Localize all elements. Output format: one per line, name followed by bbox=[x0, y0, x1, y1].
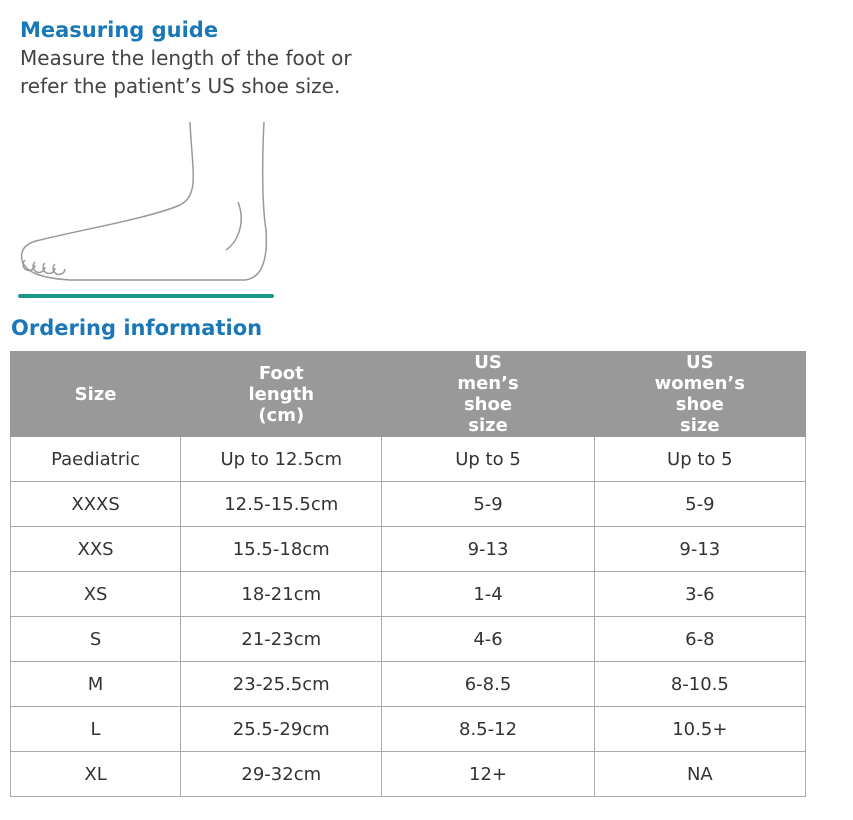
table-cell: Up to 5 bbox=[593, 436, 807, 482]
table-cell: 9-13 bbox=[381, 526, 595, 572]
header-cell: US women’s shoe size bbox=[593, 351, 807, 437]
table-row: XXS 15.5-18cm 9-13 9-13 bbox=[9, 526, 807, 572]
guide-line: Measure the length of the foot or bbox=[20, 46, 352, 70]
table-cell: XS bbox=[9, 571, 182, 617]
table-cell: 15.5-18cm bbox=[180, 526, 383, 572]
table-cell: 6-8 bbox=[593, 616, 807, 662]
table-cell: 12+ bbox=[381, 751, 595, 797]
table-cell: 25.5-29cm bbox=[180, 706, 383, 752]
size-table: Size Foot length (cm) US men’s shoe size US… bbox=[9, 351, 807, 797]
table-cell: Paediatric bbox=[9, 436, 182, 482]
table-cell: Up to 5 bbox=[381, 436, 595, 482]
table-row: XL 29-32cm 12+ NA bbox=[9, 751, 807, 797]
table-cell: 29-32cm bbox=[180, 751, 383, 797]
table-cell: XXXS bbox=[9, 481, 182, 527]
header-cell: Size bbox=[9, 351, 182, 437]
header-cell: Foot length (cm) bbox=[180, 351, 383, 437]
table-cell: 5-9 bbox=[381, 481, 595, 527]
table-cell: S bbox=[9, 616, 182, 662]
table-cell: 23-25.5cm bbox=[180, 661, 383, 707]
table-cell: 6-8.5 bbox=[381, 661, 595, 707]
table-cell: Up to 12.5cm bbox=[180, 436, 383, 482]
table-cell: M bbox=[9, 661, 182, 707]
table-cell: 8-10.5 bbox=[593, 661, 807, 707]
table-cell: 18-21cm bbox=[180, 571, 383, 617]
table-cell: 3-6 bbox=[593, 571, 807, 617]
table-row: M 23-25.5cm 6-8.5 8-10.5 bbox=[9, 661, 807, 707]
table-cell: 12.5-15.5cm bbox=[180, 481, 383, 527]
table-cell: NA bbox=[593, 751, 807, 797]
table-cell: L bbox=[9, 706, 182, 752]
table-row: Paediatric Up to 12.5cm Up to 5 Up to 5 bbox=[9, 436, 807, 482]
table-cell: 5-9 bbox=[593, 481, 807, 527]
guide-title: Measuring guide bbox=[20, 18, 219, 42]
table-row: XXXS 12.5-15.5cm 5-9 5-9 bbox=[9, 481, 807, 527]
ordering-title: Ordering information bbox=[11, 316, 263, 340]
table-row: S 21-23cm 4-6 6-8 bbox=[9, 616, 807, 662]
header-cell: US men’s shoe size bbox=[381, 351, 595, 437]
table-row: XS 18-21cm 1-4 3-6 bbox=[9, 571, 807, 617]
table-cell: 8.5-12 bbox=[381, 706, 595, 752]
table-cell: XL bbox=[9, 751, 182, 797]
header-row: Size Foot length (cm) US men’s shoe size US… bbox=[9, 351, 807, 437]
table-cell: XXS bbox=[9, 526, 182, 572]
table-cell: 9-13 bbox=[593, 526, 807, 572]
table-cell: 1-4 bbox=[381, 571, 595, 617]
foot-illustration bbox=[18, 121, 274, 298]
table-cell: 4-6 bbox=[381, 616, 595, 662]
table-body: Paediatric Up to 12.5cm Up to 5 Up to 5 XXXS… bbox=[9, 436, 807, 797]
table-cell: 10.5+ bbox=[593, 706, 807, 752]
table-row: L 25.5-29cm 8.5-12 10.5+ bbox=[9, 706, 807, 752]
guide-line: refer the patient’s US shoe size. bbox=[20, 74, 341, 98]
table-cell: 21-23cm bbox=[180, 616, 383, 662]
